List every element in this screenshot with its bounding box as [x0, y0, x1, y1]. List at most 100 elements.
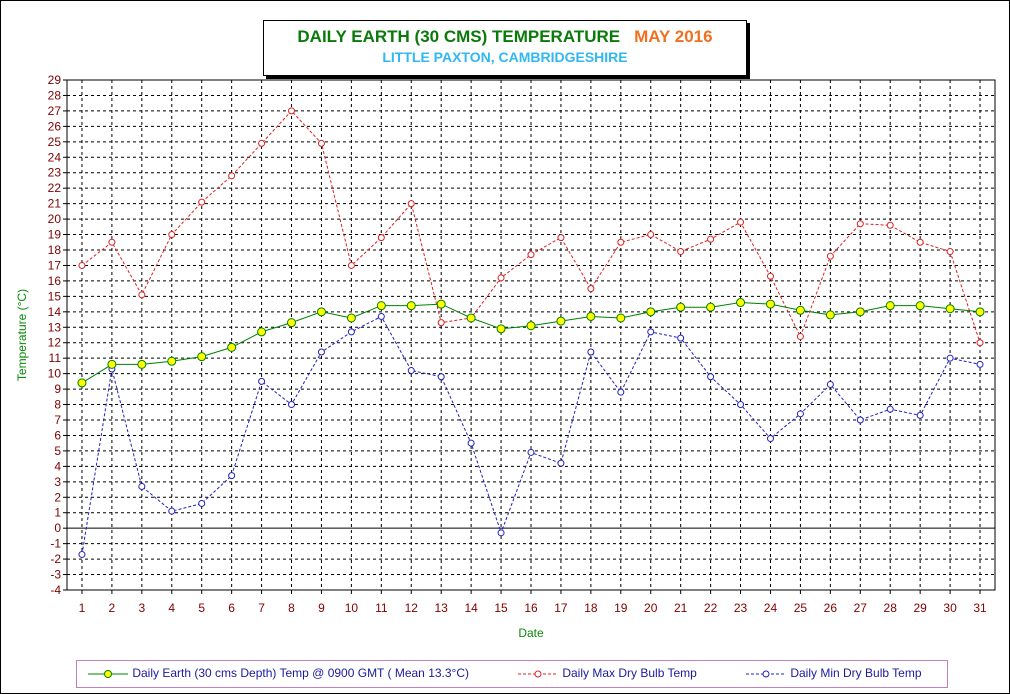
- x-tick-label: 7: [258, 601, 265, 615]
- data-point-min: [407, 367, 415, 375]
- x-tick-label: 9: [318, 601, 325, 615]
- y-tick-label: 14: [48, 305, 62, 319]
- x-tick-label: 24: [764, 601, 778, 615]
- data-point-earth: [436, 299, 446, 309]
- data-point-earth: [586, 311, 596, 321]
- data-point-min: [467, 439, 475, 447]
- y-tick-label: -1: [50, 537, 61, 551]
- data-point-max: [677, 248, 685, 256]
- data-point-max: [647, 231, 655, 239]
- chart-subtitle: LITTLE PAXTON, CAMBRIDGESHIRE: [382, 49, 628, 65]
- x-tick-label: 25: [794, 601, 808, 615]
- legend-swatch-max: [518, 670, 558, 678]
- y-tick-label: 7: [54, 413, 61, 427]
- x-tick-label: 5: [198, 601, 205, 615]
- legend-item-earth: Daily Earth (30 cms Depth) Temp @ 0900 G…: [87, 666, 469, 680]
- data-point-earth: [316, 307, 326, 317]
- legend-item-min: Daily Min Dry Bulb Temp: [745, 666, 922, 680]
- data-point-min: [737, 401, 745, 409]
- data-point-min: [138, 482, 146, 490]
- data-point-earth: [765, 299, 775, 309]
- data-point-max: [707, 235, 715, 243]
- y-tick-label: 19: [48, 228, 62, 242]
- data-point-max: [228, 172, 236, 180]
- data-point-earth: [556, 316, 566, 326]
- x-tick-label: 29: [913, 601, 927, 615]
- data-point-earth: [825, 310, 835, 320]
- y-axis-label: Temperature (°C): [15, 289, 29, 381]
- x-tick-label: 13: [435, 601, 449, 615]
- x-tick-label: 20: [644, 601, 658, 615]
- data-point-min: [317, 348, 325, 356]
- data-point-min: [796, 410, 804, 418]
- y-tick-label: 11: [49, 351, 62, 365]
- data-point-max: [168, 231, 176, 239]
- plot-border: [66, 79, 996, 591]
- x-tick-label: 11: [375, 601, 388, 615]
- data-point-max: [258, 139, 266, 147]
- y-tick-label: 8: [54, 398, 61, 412]
- x-tick-label: 21: [674, 601, 688, 615]
- x-tick-label: 27: [854, 601, 868, 615]
- data-point-earth: [257, 327, 267, 337]
- data-point-max: [317, 139, 325, 147]
- x-tick-label: 4: [168, 601, 175, 615]
- data-point-min: [766, 435, 774, 443]
- data-point-earth: [676, 302, 686, 312]
- y-tick-label: 27: [48, 104, 62, 118]
- data-point-max: [557, 234, 565, 242]
- y-tick-label: 26: [48, 119, 62, 133]
- y-tick-label: 17: [48, 258, 62, 272]
- data-point-max: [377, 234, 385, 242]
- y-tick-label: 10: [48, 367, 62, 381]
- y-tick-label: 24: [48, 150, 62, 164]
- y-tick-label: 12: [48, 336, 62, 350]
- data-point-earth: [855, 307, 865, 317]
- y-tick-label: 20: [48, 212, 62, 226]
- data-point-min: [258, 377, 266, 385]
- legend-label-earth: Daily Earth (30 cms Depth) Temp @ 0900 G…: [132, 666, 470, 680]
- y-tick-label: 21: [48, 197, 62, 211]
- data-point-earth: [197, 352, 207, 362]
- y-tick-label: 5: [54, 444, 61, 458]
- y-tick-label: 18: [48, 243, 62, 257]
- data-point-min: [288, 401, 296, 409]
- data-point-earth: [287, 318, 297, 328]
- data-point-min: [527, 448, 535, 456]
- data-point-earth: [346, 313, 356, 323]
- data-point-min: [856, 416, 864, 424]
- data-point-min: [826, 380, 834, 388]
- data-point-max: [737, 218, 745, 226]
- data-point-earth: [795, 305, 805, 315]
- data-point-max: [946, 248, 954, 256]
- data-point-max: [138, 291, 146, 299]
- data-point-max: [527, 251, 535, 259]
- data-point-min: [78, 550, 86, 558]
- chart-title-box: DAILY EARTH (30 CMS) TEMPERATURE MAY 2016…: [263, 20, 747, 76]
- y-tick-label: 4: [54, 459, 61, 473]
- x-tick-label: 17: [554, 601, 568, 615]
- y-tick-label: -3: [50, 568, 61, 582]
- x-tick-label: 2: [109, 601, 116, 615]
- data-point-earth: [77, 378, 87, 388]
- data-point-max: [766, 272, 774, 280]
- x-tick-label: 12: [405, 601, 419, 615]
- chart-title-month: MAY 2016: [634, 27, 713, 46]
- y-tick-label: 23: [48, 166, 62, 180]
- data-point-min: [707, 373, 715, 381]
- x-tick-label: 30: [943, 601, 957, 615]
- y-tick-label: 0: [54, 521, 61, 535]
- data-point-earth: [915, 301, 925, 311]
- x-tick-label: 28: [884, 601, 898, 615]
- data-point-min: [228, 472, 236, 480]
- data-point-earth: [975, 307, 985, 317]
- x-tick-label: 1: [79, 601, 86, 615]
- data-point-earth: [406, 301, 416, 311]
- legend-item-max: Daily Max Dry Bulb Temp: [517, 666, 697, 680]
- data-point-min: [168, 507, 176, 515]
- legend-swatch-min: [746, 670, 786, 678]
- data-point-earth: [466, 313, 476, 323]
- y-tick-label: 22: [48, 181, 62, 195]
- data-point-earth: [526, 321, 536, 331]
- data-point-min: [647, 328, 655, 336]
